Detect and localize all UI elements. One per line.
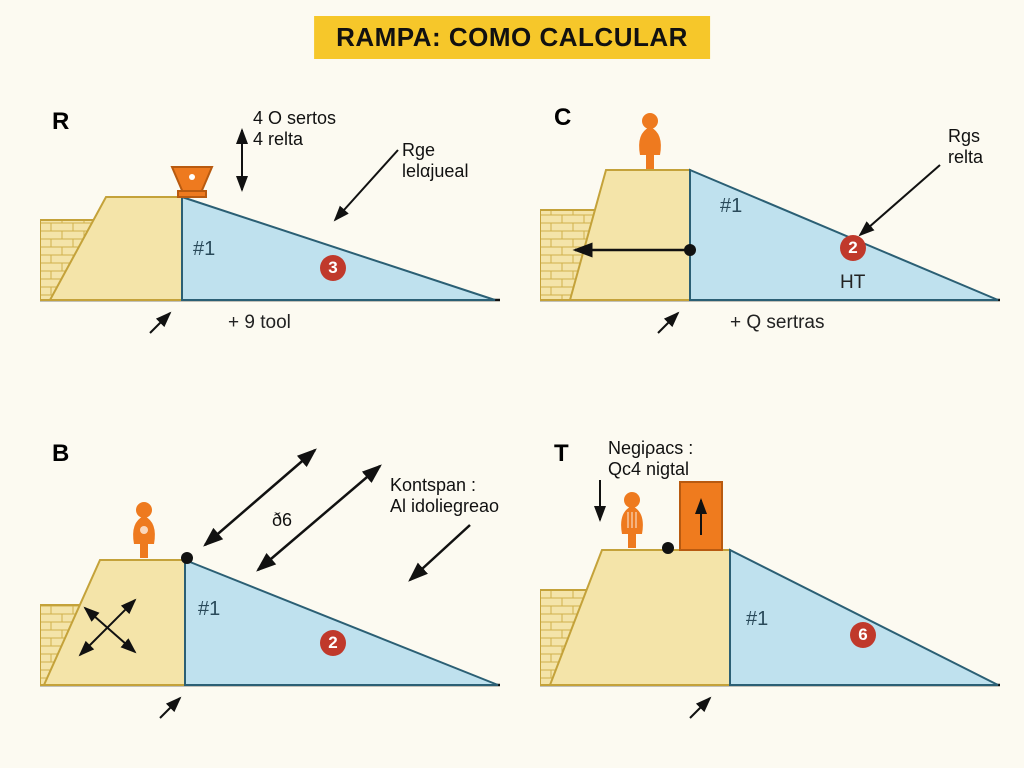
panel-R-annot-right: Rge lelαjueal — [402, 140, 468, 181]
panel-B-hash: #1 — [198, 598, 220, 621]
page-title: RAMPA: COMO CALCULAR — [314, 16, 710, 59]
panel-T-annot-top: Negiρacs : Qc4 nigtal — [608, 438, 693, 479]
panel-R-annot-top: 4 O sertos 4 relta — [253, 108, 336, 149]
cone-icon — [172, 167, 212, 197]
person-icon — [621, 492, 643, 548]
panel-R-below: + 9 tool — [228, 312, 291, 334]
panel-C-below-left: HT — [840, 272, 865, 294]
panel-C-badge: 2 — [840, 235, 866, 261]
panel-R-badge-num: 3 — [328, 258, 337, 278]
door-icon — [680, 482, 722, 550]
panel-R-badge: 3 — [320, 255, 346, 281]
panel-B-annot-mid: ð6 — [272, 510, 292, 531]
panel-B-badge-num: 2 — [328, 633, 337, 653]
panel-C-annot-right: Rgs relta — [948, 126, 983, 167]
panel-B-badge: 2 — [320, 630, 346, 656]
person-icon — [639, 113, 661, 169]
panel-C-below: + Q sertras — [730, 312, 825, 334]
panel-T-badge-num: 6 — [858, 625, 867, 645]
panel-R-hash: #1 — [193, 238, 215, 261]
panel-T-badge: 6 — [850, 622, 876, 648]
panel-C-badge-num: 2 — [848, 238, 857, 258]
panel-T-hash: #1 — [746, 608, 768, 631]
panel-C-hash: #1 — [720, 195, 742, 218]
person-icon — [133, 502, 155, 558]
panel-B-annot-right: Kontspan : Al idoliegreao — [390, 475, 499, 516]
